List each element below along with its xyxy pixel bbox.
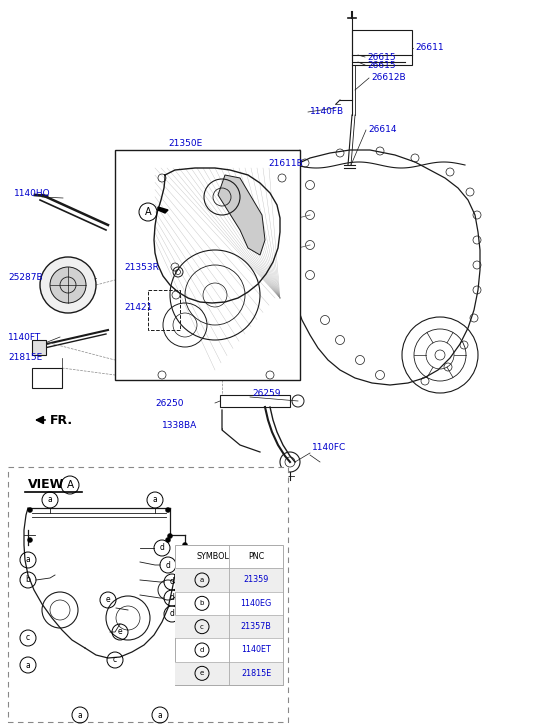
Text: a: a xyxy=(152,496,157,505)
Text: a: a xyxy=(26,555,30,564)
Circle shape xyxy=(50,267,86,303)
Bar xyxy=(148,290,180,330)
Text: 21611B: 21611B xyxy=(268,158,303,167)
Bar xyxy=(175,662,229,685)
Text: d: d xyxy=(170,593,174,603)
Text: 21350E: 21350E xyxy=(168,139,202,148)
Text: a: a xyxy=(26,661,30,670)
Bar xyxy=(8,467,288,722)
Circle shape xyxy=(167,534,172,539)
Text: 1140HO: 1140HO xyxy=(14,188,51,198)
Circle shape xyxy=(27,537,33,542)
Text: 25287B: 25287B xyxy=(8,273,43,283)
Text: e: e xyxy=(118,627,123,637)
Bar xyxy=(229,569,283,592)
Text: e: e xyxy=(106,595,110,604)
Text: 21815E: 21815E xyxy=(241,669,271,678)
Text: b: b xyxy=(26,576,30,585)
Text: 21421: 21421 xyxy=(124,303,152,313)
Text: b: b xyxy=(200,601,204,606)
Text: d: d xyxy=(200,647,204,653)
Text: A: A xyxy=(144,207,151,217)
Text: PNC: PNC xyxy=(248,553,264,561)
Bar xyxy=(175,569,229,592)
Text: c: c xyxy=(200,624,204,630)
Bar xyxy=(229,662,283,685)
Text: 1140FT: 1140FT xyxy=(8,332,41,342)
Bar xyxy=(175,615,229,638)
Text: 26615: 26615 xyxy=(367,52,395,62)
Text: e: e xyxy=(200,670,204,676)
Bar xyxy=(115,150,300,380)
Text: 21359: 21359 xyxy=(243,576,269,585)
Text: 1140FB: 1140FB xyxy=(310,108,344,116)
Circle shape xyxy=(165,507,171,513)
Text: A: A xyxy=(66,480,74,490)
Text: a: a xyxy=(78,710,82,720)
Bar xyxy=(220,395,290,407)
Polygon shape xyxy=(218,175,265,255)
Text: SYMBOL: SYMBOL xyxy=(196,553,229,561)
Circle shape xyxy=(27,507,33,513)
Circle shape xyxy=(165,537,171,542)
Text: VIEW: VIEW xyxy=(28,478,64,491)
Text: 26250: 26250 xyxy=(155,398,184,408)
Text: d: d xyxy=(165,561,171,569)
Text: d: d xyxy=(170,609,174,619)
Text: 21353R: 21353R xyxy=(124,263,159,273)
Text: 26259: 26259 xyxy=(252,388,280,398)
Text: 1338BA: 1338BA xyxy=(162,420,197,430)
Bar xyxy=(229,615,283,638)
Text: 1140ET: 1140ET xyxy=(241,646,271,654)
Text: 21357B: 21357B xyxy=(241,622,271,631)
Text: a: a xyxy=(200,577,204,583)
Text: 26611: 26611 xyxy=(415,44,444,52)
Bar xyxy=(32,368,62,388)
Text: 26612B: 26612B xyxy=(371,73,406,82)
Text: 26615: 26615 xyxy=(367,60,395,70)
Text: a: a xyxy=(48,496,52,505)
Circle shape xyxy=(40,257,96,313)
Text: 26614: 26614 xyxy=(368,126,396,134)
Circle shape xyxy=(182,542,187,547)
Text: c: c xyxy=(26,633,30,643)
Text: 1140EG: 1140EG xyxy=(240,599,272,608)
Text: 1140FC: 1140FC xyxy=(312,443,346,452)
Text: d: d xyxy=(170,577,174,587)
Text: FR.: FR. xyxy=(50,414,73,427)
Text: d: d xyxy=(159,544,164,553)
Text: a: a xyxy=(158,710,163,720)
Polygon shape xyxy=(158,207,168,213)
Text: 21815E: 21815E xyxy=(8,353,42,363)
Bar xyxy=(352,30,412,65)
Bar xyxy=(32,340,46,355)
Bar xyxy=(175,545,283,685)
Text: c: c xyxy=(113,656,117,664)
